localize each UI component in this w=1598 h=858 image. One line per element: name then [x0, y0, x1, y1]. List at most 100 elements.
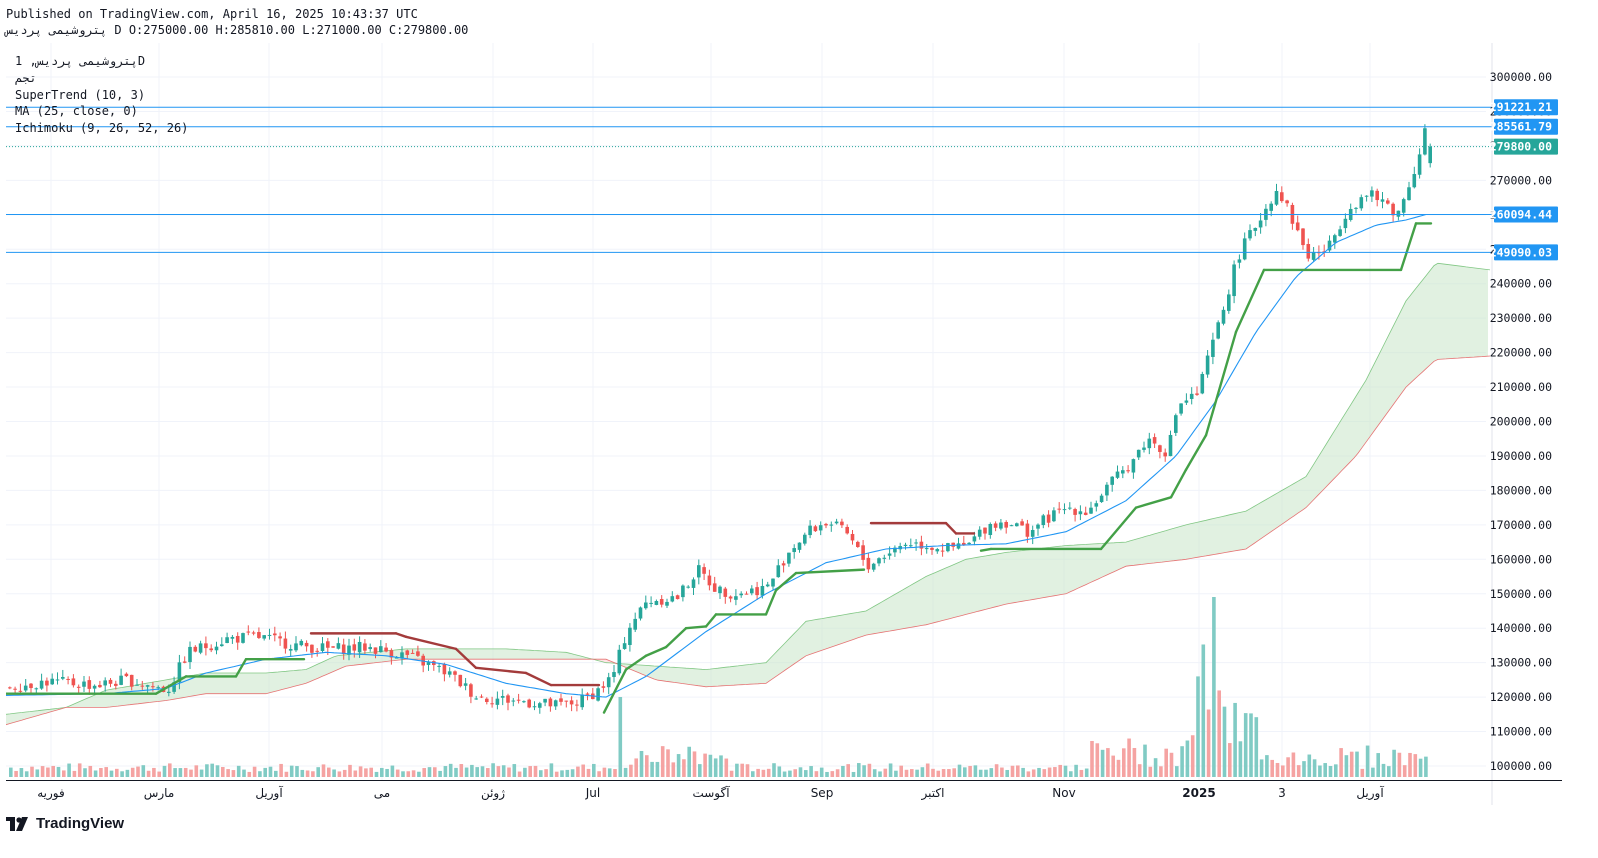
ichimoku-cloud — [78, 700, 81, 708]
candle — [500, 696, 505, 698]
volume-bar — [745, 764, 750, 777]
date-axis-label: می — [374, 786, 390, 800]
ichimoku-cloud — [507, 648, 510, 660]
date-axis-label: مارس — [144, 786, 175, 801]
volume-bar — [406, 771, 411, 777]
ichimoku-cloud — [393, 649, 396, 661]
volume-bar — [327, 767, 331, 777]
candle — [1110, 476, 1114, 485]
price-level-badge[interactable] — [1494, 118, 1558, 135]
ichimoku-cloud — [537, 650, 540, 660]
ichimoku-cloud — [810, 620, 813, 655]
legend-ma[interactable]: MA (25, close, 0) — [15, 104, 138, 118]
supertrend-line — [1099, 506, 1138, 551]
ichimoku-cloud — [1089, 544, 1092, 584]
volume-bar — [1111, 755, 1115, 777]
volume-bar — [1376, 753, 1380, 777]
volume-bar — [878, 771, 882, 777]
candle — [1121, 470, 1125, 474]
candle — [1295, 222, 1300, 231]
ichimoku-cloud — [633, 664, 636, 672]
candle — [712, 583, 717, 592]
volume-bar — [1286, 757, 1290, 777]
candle — [506, 695, 510, 703]
ichimoku-cloud — [1362, 381, 1365, 448]
volume-bar — [724, 758, 729, 777]
candle — [824, 523, 828, 526]
volume-bar — [804, 770, 808, 777]
volume-bar — [671, 762, 676, 777]
ichimoku-cloud — [1164, 530, 1167, 562]
ichimoku-cloud — [306, 668, 309, 684]
candle — [479, 696, 484, 698]
volume-bar — [486, 768, 490, 777]
ichimoku-cloud — [1092, 543, 1095, 582]
candle — [1343, 218, 1348, 229]
candle — [962, 542, 966, 545]
ichimoku-cloud — [1059, 545, 1062, 595]
volume-bar — [1106, 748, 1110, 777]
ichimoku-cloud — [645, 665, 648, 677]
ichimoku-cloud — [648, 665, 651, 678]
candle — [691, 579, 696, 588]
legend-supertrend[interactable]: SuperTrend (10, 3) — [15, 88, 146, 102]
ichimoku-cloud — [216, 672, 219, 694]
volume-bar — [1318, 765, 1322, 777]
ichimoku-cloud — [6, 713, 9, 725]
price-chart[interactable]: 300000.00290000.00280000.00270000.002600… — [6, 43, 1562, 805]
price-level-badge[interactable] — [1494, 244, 1558, 261]
legend-ichimoku[interactable]: Ichimoku (9, 26, 52, 26) — [15, 121, 189, 135]
candle — [156, 687, 160, 689]
ichimoku-cloud — [825, 617, 828, 650]
candle — [214, 646, 219, 651]
supertrend-line — [474, 666, 528, 675]
price-tick-label: 210000.00 — [1490, 380, 1552, 394]
volume-bar — [1349, 751, 1354, 777]
ichimoku-cloud — [1260, 501, 1263, 540]
candle — [1338, 229, 1342, 236]
volume-bar — [1042, 769, 1047, 777]
candle — [320, 643, 325, 652]
ichimoku-cloud — [318, 662, 321, 679]
candle — [490, 703, 494, 705]
supertrend-line — [979, 547, 993, 552]
ichimoku-cloud — [1173, 527, 1176, 561]
price-level-badge[interactable] — [1494, 99, 1558, 116]
tradingview-logo[interactable]: TradingView — [6, 815, 124, 832]
candle — [18, 690, 23, 692]
volume-bar — [1137, 764, 1142, 777]
price-level-badge[interactable] — [1494, 206, 1558, 223]
date-axis-label: Jul — [585, 786, 600, 800]
legend-symbol[interactable]: ﭘﺘﺮﻭﺷﯿﻤﯽ ﭘﺮﺩﯾﺲ, 1D — [15, 54, 146, 68]
candle — [1136, 449, 1141, 458]
ichimoku-cloud — [1077, 544, 1080, 589]
price-level-badge[interactable] — [1494, 138, 1558, 155]
candle — [850, 533, 855, 541]
supertrend-line — [1234, 268, 1266, 334]
volume-bar — [772, 763, 776, 777]
ichimoku-cloud — [192, 674, 195, 697]
ichimoku-cloud — [735, 665, 738, 686]
candle — [1269, 203, 1273, 211]
supertrend-line — [624, 654, 648, 671]
ichimoku-cloud — [1467, 266, 1470, 358]
ichimoku-cloud — [264, 672, 267, 694]
volume-bar — [168, 763, 172, 777]
ichimoku-cloud — [936, 570, 939, 623]
volume-bar — [1159, 766, 1163, 777]
volume-bar — [321, 764, 326, 777]
candle — [951, 542, 955, 547]
volume-bar — [24, 771, 29, 777]
ichimoku-cloud — [1248, 508, 1251, 548]
date-axis-label: ژوئن — [481, 786, 505, 801]
ichimoku-cloud — [246, 672, 249, 694]
ichimoku-cloud — [816, 619, 819, 653]
supertrend-line — [944, 521, 958, 535]
volume-bar — [910, 769, 914, 777]
ichimoku-cloud — [261, 672, 264, 694]
candle — [877, 558, 881, 564]
ichimoku-cloud — [300, 669, 303, 685]
ichimoku-cloud — [882, 600, 885, 633]
ichimoku-cloud — [930, 573, 933, 624]
volume-bar — [581, 764, 585, 777]
